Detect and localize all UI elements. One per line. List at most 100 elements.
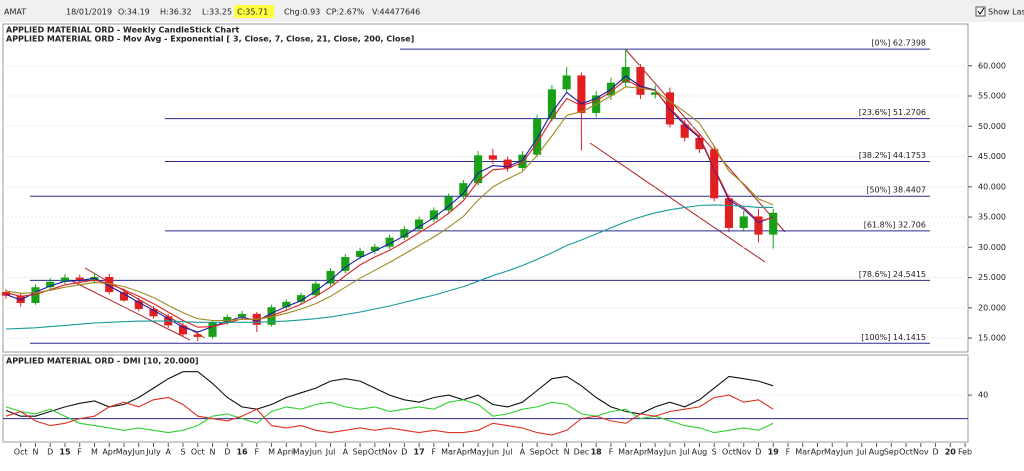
candle-body — [429, 210, 438, 220]
candle-body — [459, 183, 468, 197]
x-tick-label: Jun — [486, 448, 500, 457]
candle-body — [16, 295, 25, 303]
x-tick-label: Mar — [618, 448, 634, 457]
dmi-title: APPLIED MATERIAL ORD - DMI [10, 20.000] — [6, 357, 199, 366]
price-panel — [2, 23, 969, 353]
x-tick-label: F — [77, 448, 82, 457]
x-tick-label: N — [32, 448, 38, 457]
candle-body — [297, 295, 306, 302]
y-tick-label: 40.000 — [978, 182, 1006, 191]
legend-text: 21, Close, — [317, 35, 361, 44]
candle-body — [341, 256, 350, 271]
candle-body — [60, 277, 70, 282]
x-tick-label: Jul — [325, 448, 336, 457]
fib-label: [100%] 14.1415 — [861, 333, 926, 342]
candle-body — [237, 313, 247, 317]
x-tick-label: Sep — [353, 448, 368, 457]
show-last-checkbox[interactable] — [975, 6, 986, 17]
x-tick-label: A — [520, 448, 526, 457]
x-tick-label: A — [343, 448, 349, 457]
x-tick-label: M — [91, 448, 98, 457]
candle-body — [149, 309, 158, 317]
candle-body — [134, 300, 143, 310]
x-tick-label: Apr — [102, 448, 117, 457]
x-tick-label: 19 — [768, 448, 780, 457]
candle-body — [178, 325, 188, 335]
x-tick-label: Nov — [382, 448, 398, 457]
trend-line — [589, 142, 766, 263]
x-tick-label: Oct — [899, 448, 913, 457]
candle-body — [577, 75, 586, 113]
symbol: AMAT — [4, 8, 26, 17]
x-tick-label: N — [564, 448, 570, 457]
candle-body — [724, 198, 734, 228]
y-tick-label: 25.000 — [978, 273, 1006, 282]
x-tick-label: Sep — [884, 448, 899, 457]
candle-body — [680, 124, 689, 138]
candle-body — [547, 89, 556, 120]
x-tick-label: April — [277, 448, 295, 457]
candle-body — [769, 212, 778, 235]
x-tick-label: 20 — [945, 448, 957, 457]
candle-body — [356, 250, 365, 257]
date: 18/01/2019 — [66, 8, 112, 17]
x-tick-label: N — [210, 448, 216, 457]
line-series — [5, 75, 774, 333]
candle-body — [1, 292, 11, 296]
open: O:34.19 — [118, 8, 150, 17]
line-series — [5, 394, 774, 436]
x-tick-label: Mar — [441, 448, 457, 457]
fib-label: [23.6%] 51.2706 — [859, 108, 926, 117]
candle-body — [326, 270, 335, 284]
x-tick-label: D — [932, 448, 938, 457]
x-tick-label: May — [470, 448, 487, 457]
candle-body — [385, 237, 394, 247]
y-tick-label: 50.000 — [978, 122, 1006, 131]
candle-body — [282, 301, 291, 308]
trend-line — [625, 49, 786, 233]
trend-line — [69, 279, 191, 341]
x-tick-label: Apr — [456, 448, 471, 457]
candle-body — [754, 216, 763, 235]
x-tick-label: A — [166, 448, 172, 457]
y-tick-label: 40 — [978, 391, 988, 400]
candle-body — [119, 292, 129, 301]
candle-body — [193, 334, 202, 337]
line-series — [5, 86, 774, 322]
x-tick-label: 17 — [414, 448, 425, 457]
x-tick-label: Aug — [869, 448, 885, 457]
x-tick-label: Dec — [574, 448, 589, 457]
legend-text: 7, Close, — [275, 35, 314, 44]
candle-body — [90, 276, 99, 282]
ma-legend: APPLIED MATERIAL ORD - Mov Avg - Exponen… — [6, 35, 414, 44]
check-mark — [977, 7, 985, 15]
x-tick-label: Apr — [811, 448, 826, 457]
legend-text: 3, Close, — [233, 35, 272, 44]
x-tick-label: Apr — [634, 448, 649, 457]
x-tick-label: Nov — [913, 448, 929, 457]
candle-body — [415, 219, 424, 230]
candle-body — [31, 287, 40, 303]
x-tick-label: 18 — [591, 448, 603, 457]
line-series — [5, 399, 774, 434]
candle-body — [636, 66, 645, 95]
y-tick-label: 15.000 — [978, 334, 1006, 343]
show-last-label[interactable]: Show Last — [988, 8, 1024, 17]
x-tick-label: D — [47, 448, 53, 457]
y-tick-label: 35.000 — [978, 213, 1006, 222]
x-tick-label: Jun — [840, 448, 854, 457]
close: C:35.71 — [237, 8, 268, 17]
y-tick-label: 20.000 — [978, 303, 1006, 312]
candle-body — [46, 281, 55, 288]
x-tick-label: Jun — [309, 448, 323, 457]
x-tick-label: Oct — [14, 448, 28, 457]
x-tick-label: Jul — [856, 448, 867, 457]
fib-label: [50%] 38.4407 — [866, 186, 926, 195]
y-tick-label: 60.000 — [978, 61, 1006, 70]
candle-body — [370, 246, 379, 251]
volume: V:44477646 — [372, 8, 420, 17]
low: L:33.25 — [202, 8, 232, 17]
x-tick-label: Sep — [530, 448, 545, 457]
change: Chg:0.93 — [284, 8, 320, 17]
